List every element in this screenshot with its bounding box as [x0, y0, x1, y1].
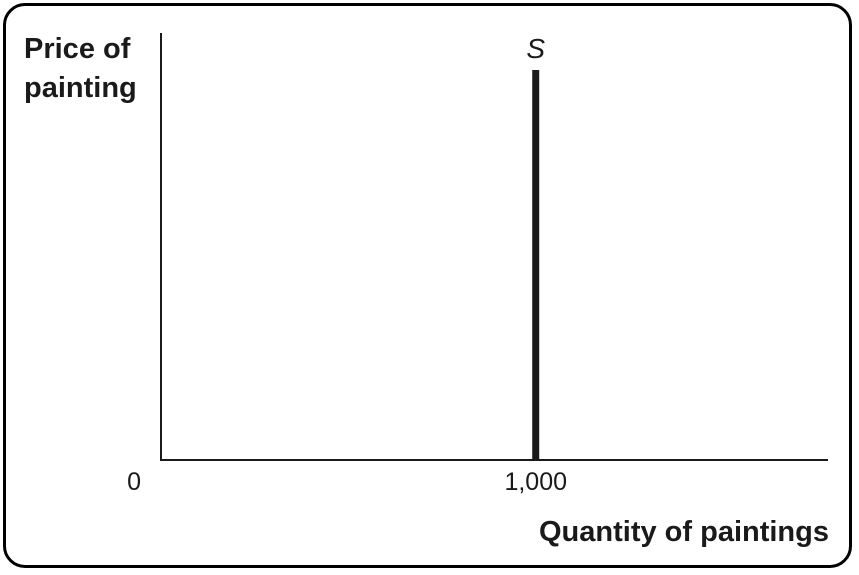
y-axis-label: Price of painting [24, 33, 137, 104]
x-axis-label: Quantity of paintings [539, 516, 829, 548]
x-tick-label: 1,000 [504, 468, 567, 496]
chart-frame [3, 3, 852, 568]
series-layer: S [526, 33, 545, 460]
tick-layer: 0 1,000 [127, 468, 567, 496]
origin-label: 0 [127, 468, 141, 496]
series-label-s: S [526, 33, 545, 64]
